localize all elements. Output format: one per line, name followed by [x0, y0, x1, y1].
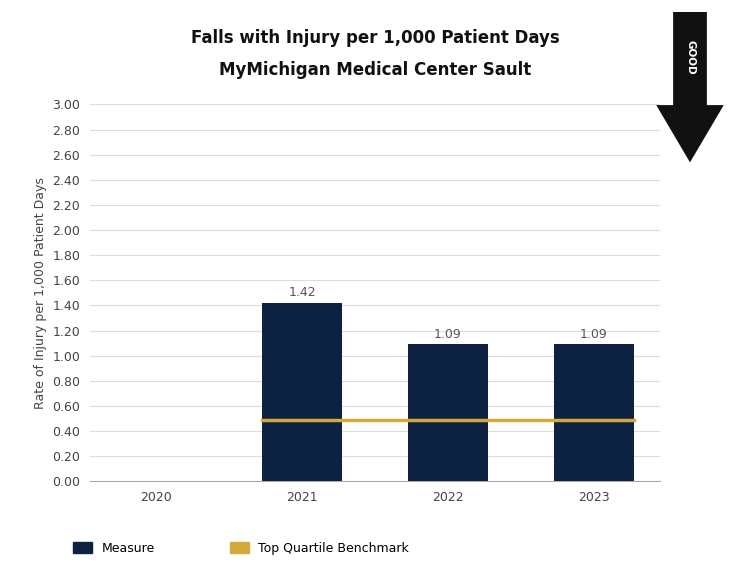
Text: 1.09: 1.09 [580, 328, 608, 340]
Text: GOOD: GOOD [685, 39, 695, 74]
Polygon shape [656, 12, 724, 162]
Text: 1.42: 1.42 [288, 286, 316, 299]
Text: MyMichigan Medical Center Sault: MyMichigan Medical Center Sault [219, 61, 531, 79]
Text: 1.09: 1.09 [434, 328, 462, 340]
Bar [408, 345, 488, 481]
Y-axis label: Rate of Injury per 1,000 Patient Days: Rate of Injury per 1,000 Patient Days [34, 177, 46, 409]
Legend: Measure, Top Quartile Benchmark: Measure, Top Quartile Benchmark [68, 536, 414, 560]
Bar [262, 303, 342, 481]
Bar [554, 345, 634, 481]
Text: Falls with Injury per 1,000 Patient Days: Falls with Injury per 1,000 Patient Days [190, 29, 560, 47]
